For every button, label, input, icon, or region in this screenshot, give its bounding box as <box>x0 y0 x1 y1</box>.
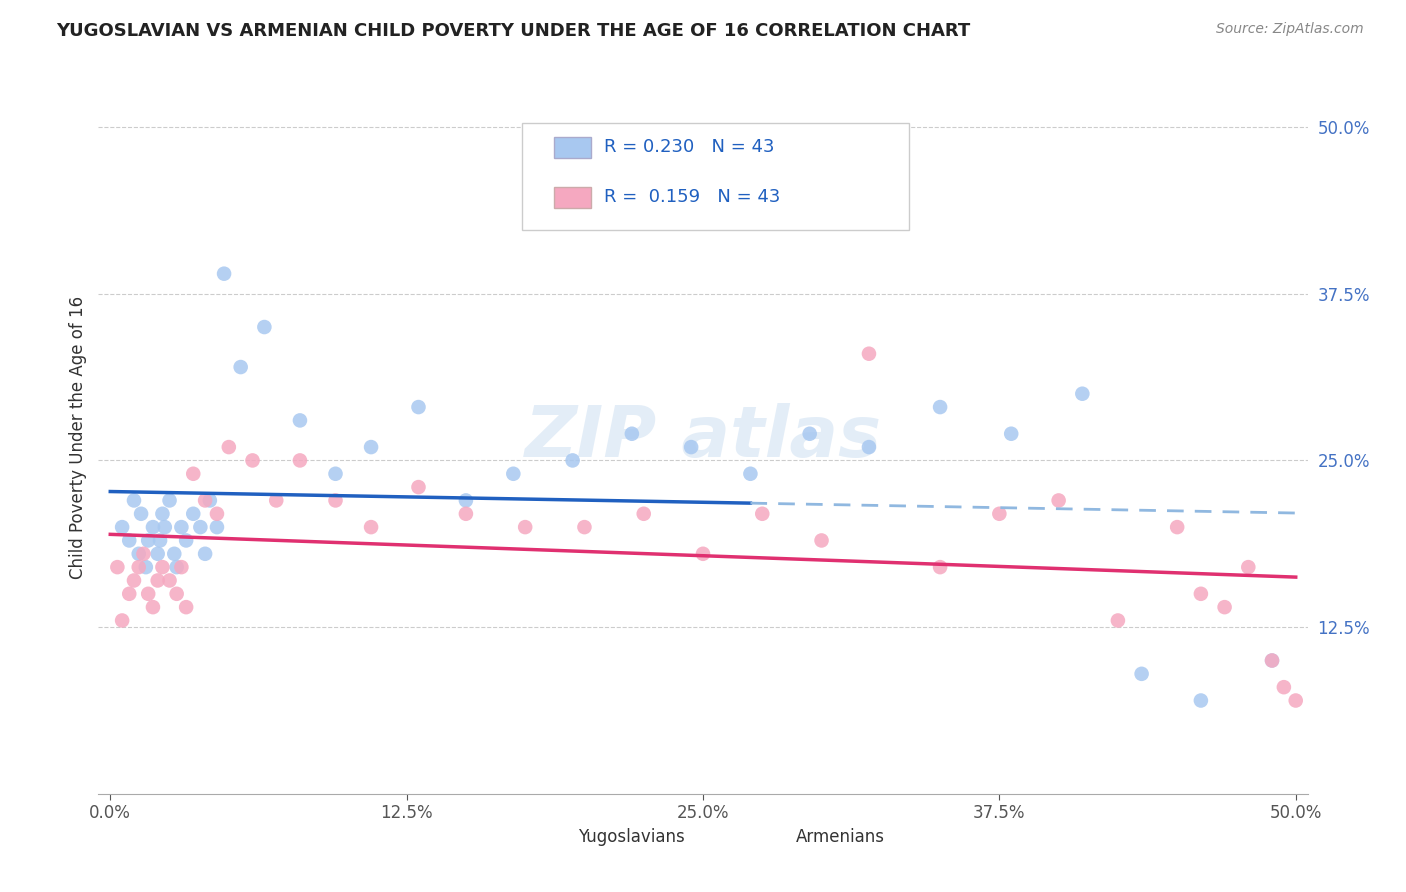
Point <box>146 547 169 561</box>
Point <box>751 507 773 521</box>
Point <box>692 547 714 561</box>
Point <box>633 507 655 521</box>
Point <box>799 426 821 441</box>
Point <box>858 440 880 454</box>
Text: Source: ZipAtlas.com: Source: ZipAtlas.com <box>1216 22 1364 37</box>
Point <box>129 507 152 521</box>
Point <box>1285 693 1308 707</box>
Point <box>515 520 537 534</box>
Point <box>454 507 477 521</box>
Text: Yugoslavians: Yugoslavians <box>578 828 685 846</box>
Point <box>166 560 188 574</box>
Y-axis label: Child Poverty Under the Age of 16: Child Poverty Under the Age of 16 <box>69 295 87 579</box>
Point <box>181 467 204 481</box>
Point <box>135 560 157 574</box>
Point <box>1107 614 1129 628</box>
Point <box>190 520 212 534</box>
Point <box>111 520 134 534</box>
Point <box>1189 693 1212 707</box>
Point <box>194 493 217 508</box>
Point <box>1130 666 1153 681</box>
Point <box>1071 386 1094 401</box>
FancyBboxPatch shape <box>544 829 574 846</box>
Point <box>858 347 880 361</box>
Text: R =  0.159   N = 43: R = 0.159 N = 43 <box>603 188 780 206</box>
Point <box>163 547 186 561</box>
Point <box>264 493 287 508</box>
Point <box>1261 653 1284 667</box>
Point <box>454 493 477 508</box>
Point <box>111 614 134 628</box>
Point <box>122 493 145 508</box>
Point <box>152 507 174 521</box>
Point <box>218 440 240 454</box>
Point <box>929 400 952 414</box>
Point <box>170 520 193 534</box>
Point <box>146 574 169 588</box>
Point <box>360 440 382 454</box>
Point <box>174 533 197 548</box>
Text: R = 0.230   N = 43: R = 0.230 N = 43 <box>603 138 775 156</box>
Point <box>205 520 228 534</box>
Point <box>1237 560 1260 574</box>
Point <box>153 520 176 534</box>
Point <box>620 426 643 441</box>
Point <box>212 267 235 281</box>
Point <box>242 453 264 467</box>
Point <box>181 507 204 521</box>
Point <box>325 493 347 508</box>
Point <box>1166 520 1188 534</box>
Point <box>170 560 193 574</box>
Point <box>929 560 952 574</box>
Point <box>118 587 141 601</box>
Point <box>136 587 159 601</box>
Point <box>128 547 150 561</box>
Point <box>229 359 252 374</box>
Text: Armenians: Armenians <box>796 828 886 846</box>
Point <box>740 467 762 481</box>
Point <box>1261 653 1284 667</box>
Point <box>142 520 165 534</box>
Point <box>174 600 197 615</box>
Point <box>561 453 583 467</box>
FancyBboxPatch shape <box>554 136 591 158</box>
Point <box>152 560 174 574</box>
Point <box>988 507 1011 521</box>
Point <box>132 547 155 561</box>
Point <box>574 520 596 534</box>
Point <box>194 547 217 561</box>
Point <box>325 467 347 481</box>
Point <box>408 480 430 494</box>
Point <box>122 574 145 588</box>
Point <box>1189 587 1212 601</box>
Point <box>159 493 181 508</box>
Text: YUGOSLAVIAN VS ARMENIAN CHILD POVERTY UNDER THE AGE OF 16 CORRELATION CHART: YUGOSLAVIAN VS ARMENIAN CHILD POVERTY UN… <box>56 22 970 40</box>
Point <box>166 587 188 601</box>
Point <box>142 600 165 615</box>
FancyBboxPatch shape <box>522 123 908 230</box>
Point <box>810 533 832 548</box>
Point <box>1047 493 1070 508</box>
Text: ZIP atlas: ZIP atlas <box>524 402 882 472</box>
FancyBboxPatch shape <box>554 186 591 208</box>
Point <box>118 533 141 548</box>
FancyBboxPatch shape <box>762 829 792 846</box>
Point <box>681 440 703 454</box>
Point <box>205 507 228 521</box>
Point <box>136 533 159 548</box>
Point <box>1272 680 1295 694</box>
Point <box>288 453 311 467</box>
Point <box>360 520 382 534</box>
Point <box>198 493 221 508</box>
Point <box>253 320 276 334</box>
Point <box>159 574 181 588</box>
Point <box>502 467 524 481</box>
Point <box>1000 426 1022 441</box>
Point <box>288 413 311 427</box>
Point <box>128 560 150 574</box>
Point <box>149 533 172 548</box>
Point <box>408 400 430 414</box>
Point <box>105 560 128 574</box>
Point <box>1213 600 1236 615</box>
